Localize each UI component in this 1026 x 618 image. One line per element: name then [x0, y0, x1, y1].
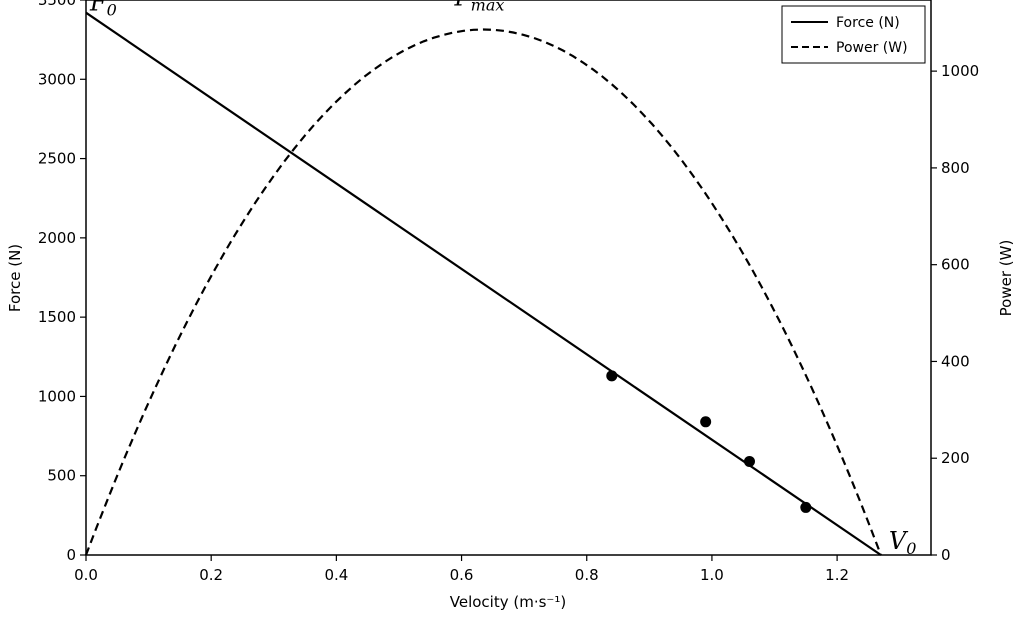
x-tick-label: 0.0 — [74, 566, 98, 584]
legend: Force (N) Power (W) — [781, 5, 926, 64]
y2-tick-label: 600 — [941, 256, 970, 274]
series-layer — [84, 11, 882, 556]
y-tick-label: 3000 — [38, 70, 76, 88]
y2-tick-label: 0 — [941, 546, 951, 564]
x-tick-label: 0.8 — [575, 566, 599, 584]
y-tick-label: 3500 — [38, 0, 76, 9]
data-point-0 — [606, 370, 618, 382]
pmax-annotation: Pmax — [454, 0, 505, 15]
legend-power-label: Power (W) — [836, 40, 908, 56]
y-axis-ticks: 0 500 1000 1500 2000 2500 3000 3500 — [38, 0, 86, 564]
y-axis-label: Force (N) — [6, 244, 24, 312]
y2-tick-label: 800 — [941, 159, 970, 177]
y2-tick-label: 200 — [941, 449, 970, 467]
legend-force-label: Force (N) — [836, 15, 900, 31]
y-tick-label: 2000 — [38, 229, 76, 247]
y-tick-label: 500 — [47, 467, 76, 485]
y2-axis-label: Power (W) — [997, 240, 1015, 317]
data-point-3 — [800, 501, 812, 513]
legend-box — [781, 5, 926, 64]
f0-annotation: F0 — [89, 0, 117, 20]
y2-tick-label: 400 — [941, 352, 970, 370]
y-tick-label: 1000 — [38, 387, 76, 405]
force-line — [85, 11, 882, 556]
x-axis-ticks: 0.0 0.2 0.4 0.6 0.8 1.0 1.2 — [74, 555, 849, 584]
x-tick-label: 0.2 — [199, 566, 223, 584]
x-tick-label: 0.6 — [450, 566, 474, 584]
data-point-1 — [700, 416, 712, 428]
x-axis-label: Velocity (m·s⁻¹) — [450, 593, 566, 611]
x-tick-label: 1.2 — [825, 566, 849, 584]
y-tick-label: 0 — [66, 546, 76, 564]
data-point-2 — [743, 455, 755, 467]
y2-axis-ticks: 0 200 400 600 800 1000 — [931, 62, 979, 564]
y-tick-label: 1500 — [38, 308, 76, 326]
v0-annotation: V0 — [889, 527, 917, 558]
y2-tick-label: 1000 — [941, 62, 979, 80]
x-tick-label: 0.4 — [324, 566, 348, 584]
plot-frame — [85, 0, 932, 556]
x-tick-label: 1.0 — [700, 566, 724, 584]
y-tick-label: 2500 — [38, 150, 76, 168]
power-curve — [84, 28, 882, 556]
